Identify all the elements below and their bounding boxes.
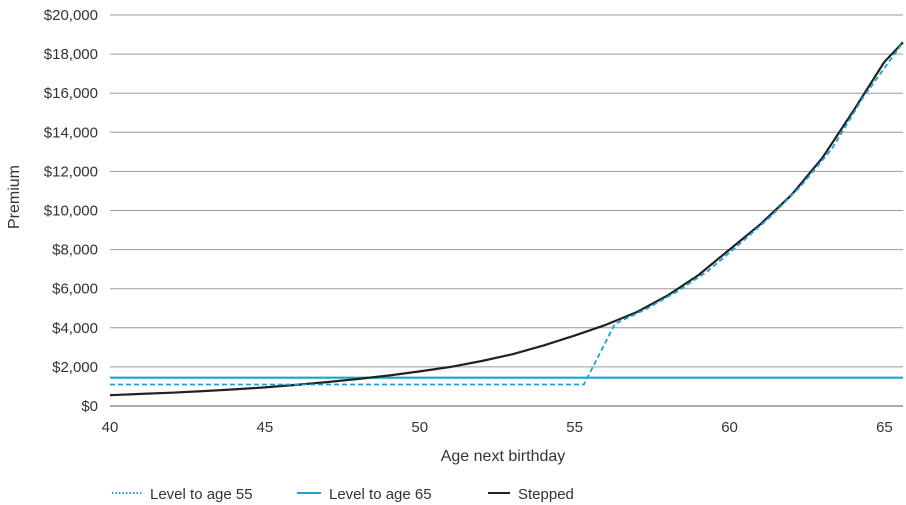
gridlines xyxy=(110,14,903,407)
x-axis-ticks: 40 45 50 55 60 65 xyxy=(102,419,893,436)
y-tick-label: $2,000 xyxy=(52,359,98,376)
y-tick-label: $0 xyxy=(81,398,98,415)
x-tick-label: 50 xyxy=(411,419,428,436)
legend-label-stepped: Stepped xyxy=(518,486,574,503)
legend: Level to age 55 Level to age 65 Stepped xyxy=(112,486,574,503)
legend-label-level-to-age-55: Level to age 55 xyxy=(150,486,253,503)
series-line-stepped xyxy=(109,41,904,397)
y-tick-label: $12,000 xyxy=(44,163,98,180)
y-axis-label: Premium xyxy=(6,165,23,229)
y-tick-label: $18,000 xyxy=(44,46,98,63)
series-lines xyxy=(109,41,904,397)
y-axis-ticks: $0 $2,000 $4,000 $6,000 $8,000 $10,000 $12,000… xyxy=(44,7,98,415)
x-tick-label: 45 xyxy=(257,419,274,436)
x-axis-label: Age next birthday xyxy=(441,448,566,465)
y-tick-label: $6,000 xyxy=(52,281,98,298)
x-tick-label: 65 xyxy=(876,419,893,436)
y-tick-label: $16,000 xyxy=(44,85,98,102)
x-tick-label: 55 xyxy=(566,419,583,436)
x-tick-label: 40 xyxy=(102,419,119,436)
x-tick-label: 60 xyxy=(721,419,738,436)
y-tick-label: $10,000 xyxy=(44,203,98,220)
series-line-level-to-age-55 xyxy=(110,41,904,386)
y-tick-label: $14,000 xyxy=(44,124,98,141)
y-tick-label: $8,000 xyxy=(52,242,98,259)
y-tick-label: $4,000 xyxy=(52,320,98,337)
legend-label-level-to-age-65: Level to age 65 xyxy=(329,486,432,503)
y-tick-label: $20,000 xyxy=(44,7,98,24)
